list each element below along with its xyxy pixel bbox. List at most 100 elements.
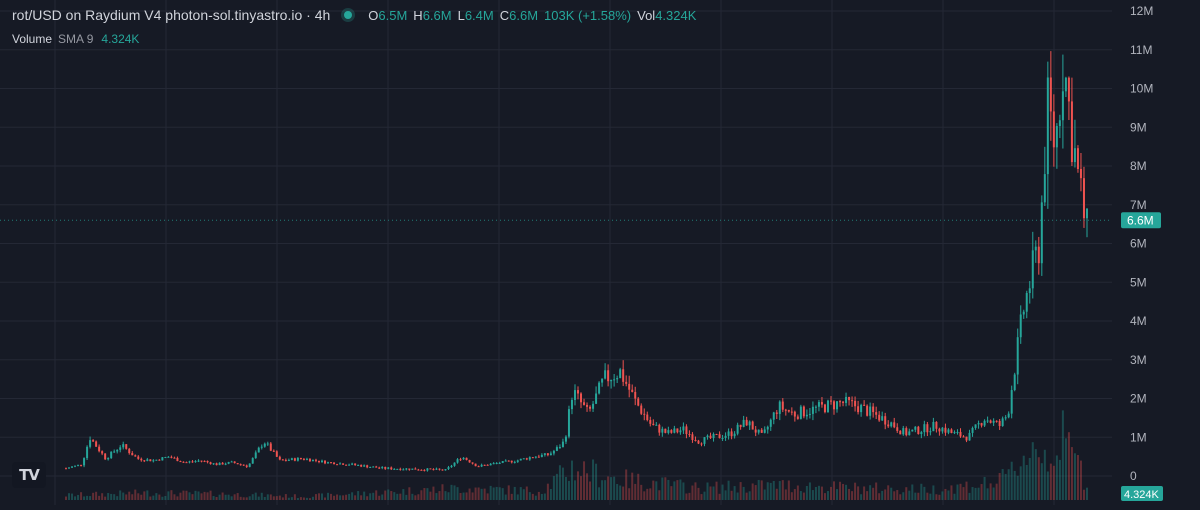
candle-body	[1028, 288, 1031, 294]
candle-body	[685, 426, 688, 435]
volume-bar	[390, 491, 393, 500]
volume-bar	[1076, 455, 1079, 500]
candle-body	[423, 469, 426, 471]
tradingview-logo-icon[interactable]: TV	[12, 462, 46, 488]
volume-legend[interactable]: Volume SMA 9 4.324K	[12, 32, 139, 46]
candle-body	[811, 406, 814, 414]
volume-bar	[489, 485, 492, 500]
candle-body	[1079, 169, 1082, 179]
volume-bar	[185, 490, 188, 500]
volume-bar	[917, 492, 920, 500]
candle-body	[884, 416, 887, 425]
volume-bar	[616, 484, 619, 500]
candle-body	[89, 440, 92, 447]
volume-bar	[811, 490, 814, 500]
volume-bar	[664, 477, 667, 500]
candle-body	[381, 467, 384, 469]
candle-body	[1040, 202, 1043, 264]
candle-body	[549, 453, 552, 456]
volume-bar	[191, 494, 194, 500]
volume-bar	[953, 493, 956, 500]
candle-body	[158, 459, 161, 461]
high-label: H	[413, 7, 423, 23]
candle-body	[128, 448, 131, 454]
volume-bar	[1082, 489, 1085, 500]
volume-bar	[688, 492, 691, 500]
candle-body	[652, 423, 655, 426]
volume-bar	[935, 494, 938, 500]
candle-body	[281, 459, 284, 461]
candle-body	[917, 426, 920, 435]
candle-body	[664, 428, 667, 433]
volume-bar	[908, 490, 911, 500]
volume-bar	[793, 489, 796, 500]
candle-body	[543, 453, 546, 455]
candle-body	[854, 400, 857, 407]
candle-body	[146, 459, 149, 461]
candle-body	[257, 447, 260, 453]
volume-bar	[459, 492, 462, 500]
candle-body	[1031, 250, 1034, 289]
candle-body	[339, 463, 342, 465]
volume-bar	[351, 492, 354, 500]
volume-bar	[631, 472, 634, 500]
volume-bar	[911, 484, 914, 500]
volume-bar	[537, 491, 540, 500]
volume-bar	[221, 492, 224, 500]
candle-body	[607, 370, 610, 382]
volume-bar	[534, 495, 537, 500]
candle-body	[522, 458, 525, 460]
volume-badge-label: 4.324K	[1124, 489, 1160, 501]
y-tick-label: 0	[1130, 469, 1137, 483]
volume-bar	[622, 486, 625, 500]
volume-bar	[197, 491, 200, 500]
volume-bar	[528, 492, 531, 500]
volume-bar	[564, 476, 567, 500]
volume-bar	[926, 492, 929, 500]
volume-bar	[691, 485, 694, 500]
volume-bar	[495, 486, 498, 500]
volume-bar	[233, 494, 236, 500]
volume-bar	[778, 481, 781, 500]
candle-body	[348, 464, 351, 466]
volume-bar	[242, 497, 245, 500]
candle-body	[1073, 148, 1076, 163]
volume-bar	[583, 461, 586, 500]
volume-bar	[706, 482, 709, 500]
volume-bar	[308, 498, 311, 500]
candle-body	[893, 422, 896, 428]
candle-body	[251, 458, 254, 464]
volume-bar	[727, 480, 730, 500]
volume-bar	[92, 492, 95, 500]
volume-bar	[224, 494, 227, 500]
volume-bar	[543, 493, 546, 500]
volume-bar	[577, 471, 579, 500]
candle-body	[817, 402, 820, 407]
candle-body	[161, 457, 164, 461]
y-tick-label: 5M	[1130, 275, 1147, 289]
candle-body	[501, 461, 504, 463]
symbol-title[interactable]: rot/USD on Raydium V4 photon-sol.tinyast…	[12, 7, 331, 23]
candle-body	[384, 467, 387, 469]
volume-bar	[628, 488, 631, 500]
candle-body	[471, 462, 474, 464]
candle-body	[95, 441, 98, 447]
candle-body	[845, 396, 848, 403]
volume-bar	[842, 483, 845, 500]
volume-bar	[411, 493, 414, 500]
volume-bar	[203, 491, 206, 500]
candle-body	[98, 446, 101, 452]
candle-body	[278, 456, 281, 460]
candle-body	[947, 429, 950, 433]
candle-body	[167, 456, 170, 458]
volume-bar	[742, 486, 745, 500]
volume-bar	[968, 492, 971, 500]
volume-bar	[287, 497, 290, 500]
volume-bar	[1061, 410, 1064, 500]
volume-bar	[766, 482, 769, 500]
volume-bar	[640, 484, 643, 500]
volume-bar	[137, 493, 140, 500]
candle-body	[805, 414, 808, 417]
